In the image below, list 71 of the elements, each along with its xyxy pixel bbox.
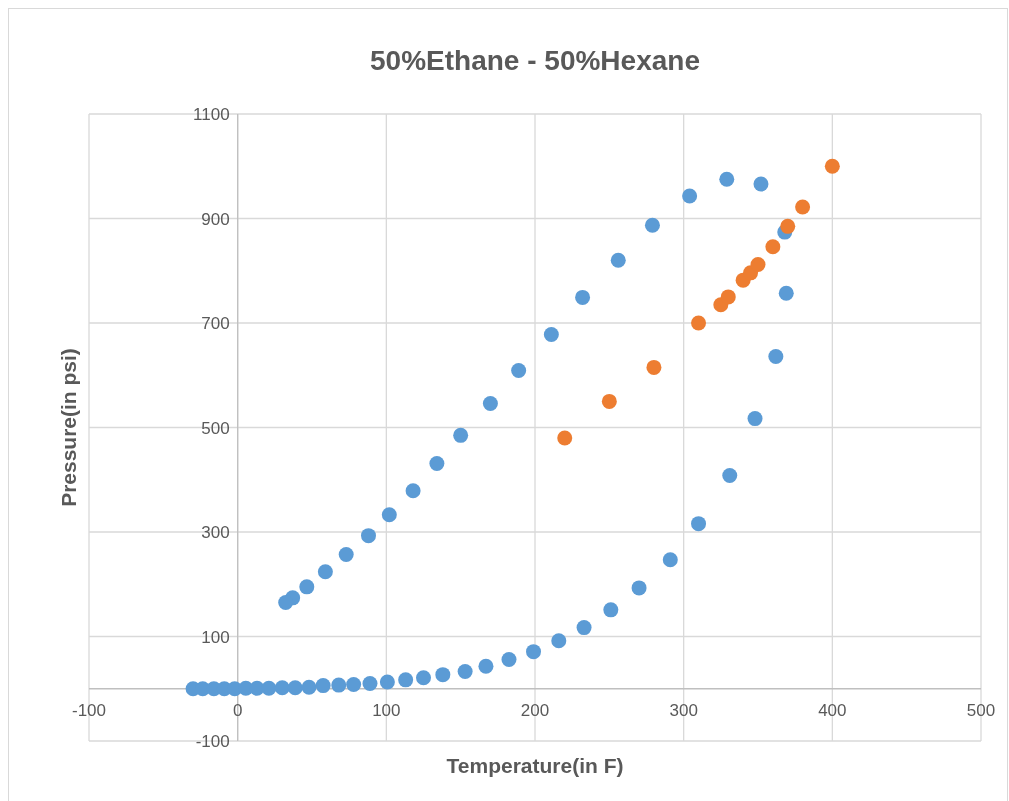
point [543, 327, 559, 342]
point [416, 670, 431, 686]
point [435, 667, 451, 683]
point [575, 289, 591, 305]
point [360, 528, 376, 544]
point [747, 411, 763, 427]
point [379, 674, 395, 690]
y-tick-label: -100 [195, 732, 230, 751]
point [478, 658, 494, 674]
point [753, 176, 769, 192]
x-axis-title: Temperature(in F) [446, 754, 624, 777]
point [601, 393, 617, 409]
point [299, 579, 315, 595]
point [301, 679, 317, 695]
point [278, 595, 294, 611]
y-tick-label: 500 [201, 418, 230, 438]
y-tick-label: 300 [201, 523, 230, 542]
point [603, 602, 619, 618]
point [551, 633, 567, 649]
point [780, 218, 796, 234]
x-tick-label: 500 [966, 700, 996, 720]
x-tick-label: 0 [232, 700, 243, 720]
point [720, 289, 736, 305]
point [287, 680, 303, 696]
x-tick-label: 300 [669, 700, 698, 720]
point [719, 171, 735, 187]
point [662, 552, 678, 568]
x-tick-label: 100 [372, 700, 401, 720]
point [405, 483, 421, 499]
point [691, 315, 707, 331]
point [646, 359, 662, 375]
point [511, 363, 527, 379]
point [274, 680, 290, 696]
point [750, 256, 766, 272]
point [576, 620, 592, 636]
x-tick-label: 200 [520, 700, 550, 720]
point [765, 239, 781, 255]
point [315, 678, 331, 694]
y-tick-label: 100 [201, 627, 230, 647]
point [346, 677, 362, 693]
point [778, 285, 794, 301]
point [331, 677, 347, 693]
point [526, 644, 542, 660]
point [795, 199, 811, 215]
point [338, 546, 354, 562]
y-tick-label: 900 [201, 209, 230, 229]
point [557, 430, 573, 446]
point [691, 516, 707, 532]
point [317, 564, 333, 580]
point [631, 580, 647, 596]
y-axis-title: Pressure(in psi) [57, 348, 80, 507]
y-tick-label: 700 [201, 314, 230, 333]
point [482, 395, 498, 411]
point [453, 427, 469, 443]
point [610, 252, 626, 268]
y-tick-label: 1100 [193, 105, 230, 124]
point [722, 468, 738, 484]
x-tick-label: -100 [71, 700, 107, 720]
point [824, 158, 840, 174]
point [768, 348, 784, 364]
point [429, 456, 445, 472]
x-tick-label: 400 [818, 700, 847, 720]
chart-title: 50%Ethane - 50%Hexane [370, 45, 700, 76]
point [381, 507, 397, 523]
point [644, 217, 660, 233]
point [682, 188, 698, 204]
point [501, 652, 517, 667]
point [398, 672, 414, 688]
point [261, 680, 277, 696]
point [362, 676, 378, 692]
point [457, 664, 473, 679]
